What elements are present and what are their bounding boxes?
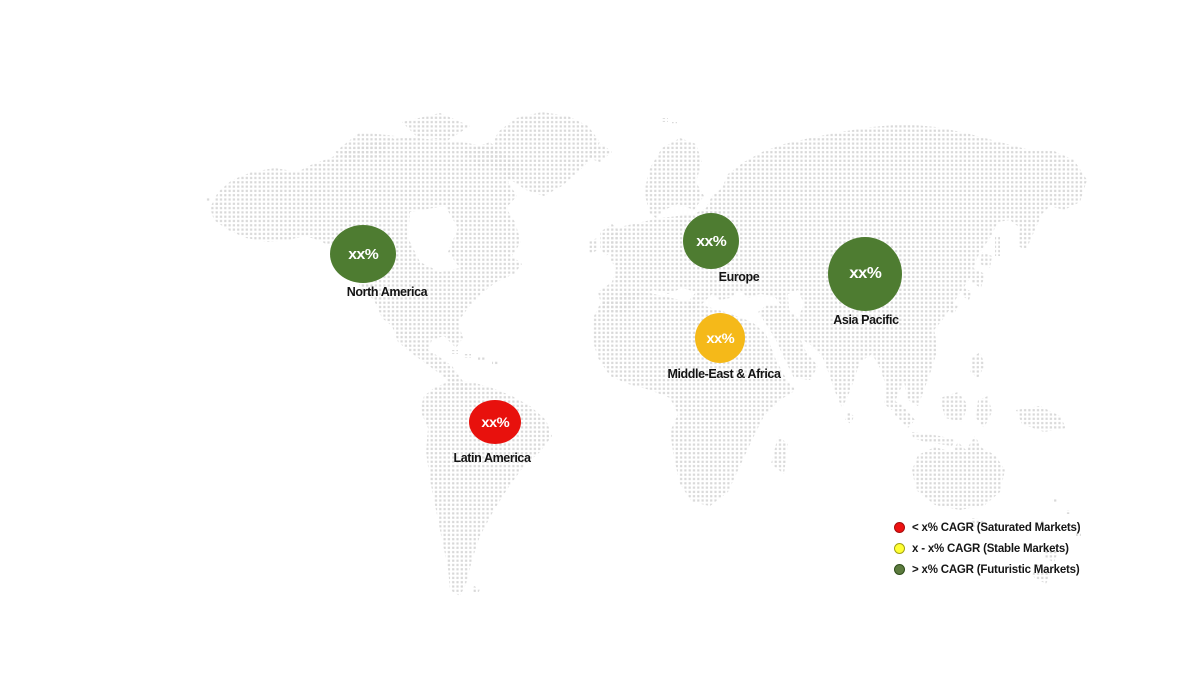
continent-australia xyxy=(912,436,1005,529)
legend-label: < x% CAGR (Saturated Markets) xyxy=(912,521,1081,534)
southeast-asia-islands xyxy=(893,352,1066,446)
region-label-north-america: North America xyxy=(346,285,428,299)
greenland xyxy=(488,112,600,196)
east-asia-islands xyxy=(947,236,1000,314)
legend-item-saturated: < x% CAGR (Saturated Markets) xyxy=(894,517,1081,538)
region-bubble-europe: xx% xyxy=(683,213,739,269)
region-cagr-value: xx% xyxy=(696,232,726,250)
scandinavia xyxy=(644,118,704,218)
arctic-islands xyxy=(335,113,506,168)
continent-africa xyxy=(592,293,796,506)
region-bubble-latin-america: xx% xyxy=(469,400,521,444)
sri-lanka xyxy=(845,412,854,424)
legend-dot-red-icon xyxy=(894,522,905,533)
continent-south-america xyxy=(420,380,552,596)
region-cagr-value: xx% xyxy=(848,265,882,282)
legend-label: x - x% CAGR (Stable Markets) xyxy=(912,542,1069,555)
legend-label: > x% CAGR (Futuristic Markets) xyxy=(912,563,1080,576)
region-label-asia-pacific: Asia Pacific xyxy=(833,313,899,327)
region-label-middle-east-africa: Middle-East & Africa xyxy=(667,367,781,381)
madagascar xyxy=(771,436,788,474)
legend-item-stable: x - x% CAGR (Stable Markets) xyxy=(894,538,1080,559)
region-cagr-value: xx% xyxy=(706,330,734,346)
aleutian-islands xyxy=(206,198,219,207)
region-bubble-asia-pacific: xx% xyxy=(828,237,902,311)
region-bubble-north-america: xx% xyxy=(330,225,396,283)
region-cagr-value: xx% xyxy=(481,414,509,430)
region-cagr-value: xx% xyxy=(348,245,378,263)
iceland xyxy=(588,144,612,162)
region-bubble-middle-east-africa: xx% xyxy=(695,313,745,363)
new-zealand xyxy=(1032,498,1081,584)
legend-item-futuristic: > x% CAGR (Futuristic Markets) xyxy=(894,559,1080,580)
region-label-latin-america: Latin America xyxy=(453,451,531,465)
caribbean-islands xyxy=(452,350,498,365)
region-label-europe: Europe xyxy=(718,270,760,284)
legend-dot-green-icon xyxy=(894,564,905,575)
legend-dot-yellow-icon xyxy=(894,543,905,554)
cagr-legend: < x% CAGR (Saturated Markets) x - x% CAG… xyxy=(894,517,1081,580)
